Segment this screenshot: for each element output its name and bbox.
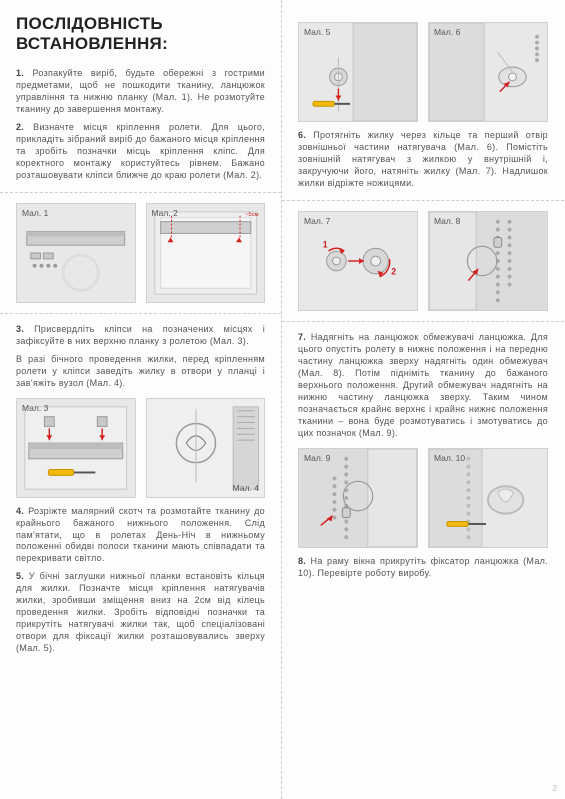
figure-7-label: Мал. 7 — [304, 216, 330, 226]
page-title: ПОСЛІДОВНІСТЬ ВСТАНОВЛЕННЯ: — [16, 14, 265, 54]
figure-4-label: Мал. 4 — [233, 483, 259, 493]
step-3: 3. Присвердліть кліпси на позначених міс… — [16, 324, 265, 348]
figure-row-2: Мал. 3 Мал. 4 — [16, 398, 265, 498]
step-8: 8. На раму вікна прикрутіть фіксатор лан… — [298, 556, 548, 580]
figure-1: Мал. 1 — [16, 203, 136, 303]
figure-9: Мал. 9 — [298, 448, 418, 548]
divider — [0, 192, 281, 193]
step-2: 2. Визначте місця кріплення ролети. Для … — [16, 122, 265, 182]
figure-4: Мал. 4 — [146, 398, 266, 498]
figure-8-label: Мал. 8 — [434, 216, 460, 226]
svg-text:~5см: ~5см — [244, 212, 258, 218]
divider — [282, 321, 564, 322]
figure-row-3: Мал. 5 Мал. 6 — [298, 22, 548, 122]
figure-9-label: Мал. 9 — [304, 453, 330, 463]
figure-10: Мал. 10 — [428, 448, 548, 548]
divider — [282, 200, 564, 201]
step-1: 1. Розпакуйте виріб, будьте обережні з г… — [16, 68, 265, 116]
figure-row-5: Мал. 9 — [298, 448, 548, 548]
figure-3: Мал. 3 — [16, 398, 136, 498]
step-3a: В разі бічного проведення жилки, перед к… — [16, 354, 265, 390]
figure-6: Мал. 6 — [428, 22, 548, 122]
figure-5: Мал. 5 — [298, 22, 418, 122]
step-7: 7. Надягніть на ланцюжок обмежувачі ланц… — [298, 332, 548, 440]
figure-row-1: Мал. 1 Мал. 2 — [16, 203, 265, 303]
svg-text:2: 2 — [391, 267, 396, 277]
step-5: 5. У бічні заглушки нижньої планки встан… — [16, 571, 265, 655]
figure-1-label: Мал. 1 — [22, 208, 48, 218]
figure-6-label: Мал. 6 — [434, 27, 460, 37]
page-number: 2 — [553, 784, 557, 793]
figure-10-label: Мал. 10 — [434, 453, 465, 463]
figure-8: Мал. 8 — [428, 211, 548, 311]
right-column: Мал. 5 Мал. 6 — [282, 0, 564, 799]
figure-5-label: Мал. 5 — [304, 27, 330, 37]
figure-7: Мал. 7 1 2 — [298, 211, 418, 311]
figure-2: Мал. 2 ~5см — [146, 203, 266, 303]
figure-row-4: Мал. 7 1 2 Мал. 8 — [298, 211, 548, 311]
step-4: 4. Розріжте малярний скотч та розмотайте… — [16, 506, 265, 566]
divider — [0, 313, 281, 314]
figure-2-label: Мал. 2 — [152, 208, 178, 218]
left-column: ПОСЛІДОВНІСТЬ ВСТАНОВЛЕННЯ: 1. Розпакуйт… — [0, 0, 282, 799]
figure-3-label: Мал. 3 — [22, 403, 48, 413]
svg-text:1: 1 — [323, 239, 328, 249]
step-6: 6. Протягніть жилку через кільце та перш… — [298, 130, 548, 190]
